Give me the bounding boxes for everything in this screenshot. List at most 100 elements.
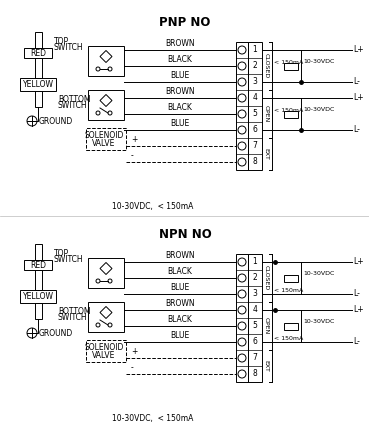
Text: 10-30VDC,  < 150mA: 10-30VDC, < 150mA	[112, 414, 193, 423]
Text: L-: L-	[353, 337, 360, 346]
Text: SWITCH: SWITCH	[54, 42, 84, 51]
Text: BOTTOM: BOTTOM	[58, 95, 90, 104]
Text: BLUE: BLUE	[170, 283, 190, 292]
Bar	[20, 78, 56, 91]
Text: 3: 3	[252, 77, 258, 86]
Text: RED: RED	[30, 48, 46, 57]
Text: GROUND: GROUND	[39, 117, 73, 126]
Text: BLACK: BLACK	[168, 267, 193, 276]
Text: 10-30VDC: 10-30VDC	[303, 107, 334, 112]
Text: BLACK: BLACK	[168, 104, 193, 112]
Bar	[248, 42, 262, 170]
Text: BLACK: BLACK	[168, 55, 193, 64]
Text: CLOSED: CLOSED	[263, 265, 269, 291]
Text: 5: 5	[252, 109, 258, 118]
Text: TOP: TOP	[54, 250, 69, 258]
Text: 10-30VDC: 10-30VDC	[303, 319, 334, 324]
Text: 2: 2	[253, 273, 257, 283]
Text: 10-30VDC: 10-30VDC	[303, 271, 334, 276]
Text: EXT: EXT	[263, 360, 269, 372]
Bar	[34, 91, 41, 107]
Text: GROUND: GROUND	[39, 328, 73, 337]
Text: < 150mA: < 150mA	[274, 60, 303, 65]
Text: SOLENOID: SOLENOID	[84, 131, 124, 140]
Bar	[34, 303, 41, 319]
Text: -: -	[131, 363, 134, 372]
Text: RED: RED	[30, 260, 46, 270]
Text: 1: 1	[253, 257, 257, 267]
Text: BROWN: BROWN	[165, 299, 195, 308]
Text: 5: 5	[252, 321, 258, 330]
Bar	[24, 48, 52, 58]
Text: L-: L-	[353, 126, 360, 134]
Bar	[284, 111, 298, 118]
Text: SWITCH: SWITCH	[54, 254, 84, 264]
Text: BLUE: BLUE	[170, 120, 190, 128]
Text: 4: 4	[252, 93, 258, 102]
Text: < 150mA: < 150mA	[274, 288, 303, 293]
Bar	[20, 290, 56, 303]
Text: L-: L-	[353, 77, 360, 86]
Text: L+: L+	[353, 305, 363, 314]
Bar	[88, 46, 124, 76]
Text: < 150mA: < 150mA	[274, 108, 303, 113]
Bar	[34, 58, 41, 78]
Bar	[284, 63, 298, 70]
Text: 3: 3	[252, 289, 258, 299]
Text: 8: 8	[253, 369, 257, 378]
Text: 1: 1	[253, 45, 257, 54]
Bar	[34, 270, 41, 290]
Bar	[88, 302, 124, 332]
Bar	[24, 260, 52, 270]
Text: 8: 8	[253, 158, 257, 166]
Text: CLOSED: CLOSED	[263, 54, 269, 79]
Text: L+: L+	[353, 257, 363, 267]
Text: -: -	[131, 152, 134, 161]
Bar	[34, 32, 41, 48]
Text: 10-30VDC,  < 150mA: 10-30VDC, < 150mA	[112, 202, 193, 211]
Text: L+: L+	[353, 93, 363, 102]
Bar	[86, 128, 126, 150]
Bar	[88, 90, 124, 120]
Text: YELLOW: YELLOW	[23, 80, 54, 89]
Bar	[34, 244, 41, 260]
Text: L+: L+	[353, 45, 363, 54]
Bar	[236, 42, 248, 170]
Text: 7: 7	[252, 142, 258, 150]
Text: 4: 4	[252, 305, 258, 314]
Text: YELLOW: YELLOW	[23, 292, 54, 301]
Bar	[88, 258, 124, 288]
Text: NPN NO: NPN NO	[159, 228, 211, 241]
Text: SWITCH: SWITCH	[58, 313, 87, 322]
Text: EXT: EXT	[263, 148, 269, 160]
Text: SOLENOID: SOLENOID	[84, 343, 124, 353]
Bar	[284, 323, 298, 330]
Text: 10-30VDC: 10-30VDC	[303, 59, 334, 64]
Text: BLUE: BLUE	[170, 72, 190, 80]
Text: +: +	[131, 347, 137, 356]
Text: OPEN: OPEN	[263, 318, 269, 335]
Text: SWITCH: SWITCH	[58, 101, 87, 110]
Text: 7: 7	[252, 353, 258, 362]
Text: BROWN: BROWN	[165, 39, 195, 48]
Text: 6: 6	[252, 126, 258, 134]
Bar	[248, 254, 262, 382]
Text: BROWN: BROWN	[165, 88, 195, 96]
Text: 2: 2	[253, 61, 257, 70]
Bar	[284, 274, 298, 282]
Text: BLUE: BLUE	[170, 331, 190, 340]
Bar	[236, 254, 248, 382]
Text: OPEN: OPEN	[263, 105, 269, 123]
Text: VALVE: VALVE	[92, 350, 116, 359]
Text: PNP NO: PNP NO	[159, 16, 211, 29]
Text: BOTTOM: BOTTOM	[58, 307, 90, 316]
Text: TOP: TOP	[54, 38, 69, 47]
Text: L-: L-	[353, 289, 360, 299]
Text: +: +	[131, 136, 137, 144]
Text: < 150mA: < 150mA	[274, 336, 303, 341]
Text: VALVE: VALVE	[92, 139, 116, 147]
Text: BLACK: BLACK	[168, 315, 193, 324]
Bar	[86, 340, 126, 362]
Text: 6: 6	[252, 337, 258, 346]
Text: BROWN: BROWN	[165, 251, 195, 260]
